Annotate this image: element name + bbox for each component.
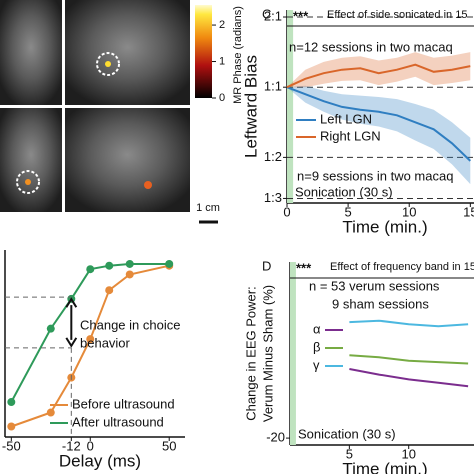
data-point <box>125 270 134 279</box>
x-tick-label: 50 <box>162 438 176 453</box>
series-note: n=12 sessions in two macaq <box>289 39 453 54</box>
data-point <box>125 259 134 268</box>
effect-title: Effect of side sonicated in 15 <box>327 9 467 21</box>
x-tick-label: -50 <box>2 438 21 453</box>
y-tick-label: 1:2 <box>264 149 282 164</box>
sonication-band <box>287 10 294 203</box>
sonication-label: Sonication (30 s) <box>298 426 396 441</box>
series-line <box>349 319 469 328</box>
panel-label: D <box>262 258 271 273</box>
series-line <box>286 63 471 89</box>
session-note: n = 53 verum sessions <box>309 278 440 293</box>
panel-label: C <box>262 6 271 21</box>
series-line <box>349 354 469 365</box>
data-point <box>86 335 95 344</box>
data-point <box>105 261 114 270</box>
x-axis-label: Delay (ms) <box>59 451 141 470</box>
x-tick-label: 5 <box>346 446 353 461</box>
x-tick-label: 0 <box>87 438 94 453</box>
y-tick-label: 2:1 <box>264 8 282 23</box>
legend-label: After ultrasound <box>72 414 164 429</box>
x-tick-label: 10 <box>402 204 416 219</box>
session-note: 9 sham sessions <box>332 296 429 311</box>
series-note: n=9 sessions in two macaq <box>297 168 453 183</box>
series-line <box>349 368 469 388</box>
significance: *** <box>296 260 312 275</box>
sonication-label: Sonication (30 s) <box>295 184 393 199</box>
x-tick-label: 5 <box>344 204 351 219</box>
series-line <box>286 86 471 162</box>
x-axis-label: Time (min.) <box>342 459 427 474</box>
significance: *** <box>293 8 309 23</box>
colorbar-tick-label: 2 <box>219 19 225 31</box>
x-tick-label: 0 <box>283 204 290 219</box>
series-line <box>10 263 170 403</box>
data-point <box>165 259 174 268</box>
scale-bar-label: 1 cm <box>196 202 220 214</box>
data-point <box>46 408 55 417</box>
y-axis-label: Leftward Bias <box>241 55 260 158</box>
sonication-band <box>290 262 296 445</box>
y-tick-label: 1:3 <box>264 190 282 205</box>
y-tick-label: -20 <box>266 430 285 445</box>
confidence-band <box>287 52 471 88</box>
colorbar-tick-label: 1 <box>219 55 225 67</box>
legend-label: β <box>313 339 320 354</box>
data-point <box>105 286 114 295</box>
colorbar-tick-label: 0 <box>219 92 225 104</box>
legend-label: Right LGN <box>320 128 381 143</box>
annotation: Change in choice <box>80 317 180 332</box>
data-point <box>7 422 16 431</box>
y-axis-label: Change in EEG Power: <box>243 286 258 420</box>
data-point <box>46 324 55 333</box>
double-arrow <box>65 297 78 348</box>
data-point <box>7 398 16 407</box>
mri-images <box>0 0 218 224</box>
legend-label: γ <box>313 357 320 372</box>
y-axis-label: Verum Minus Sham (%) <box>260 285 275 422</box>
x-tick-label: -12 <box>62 438 81 453</box>
x-tick-label: 15 <box>463 204 474 219</box>
annotation: behavior <box>80 335 131 350</box>
x-tick-label: 10 <box>401 446 415 461</box>
x-axis-label: Time (min.) <box>342 217 427 236</box>
y-tick-label: 1:1 <box>264 79 282 94</box>
legend-label: Before ultrasound <box>72 396 175 411</box>
colorbar-label: MR Phase (radians) <box>232 6 244 104</box>
confidence-band <box>287 85 471 185</box>
effect-title: Effect of frequency band in 15 <box>330 261 474 273</box>
legend-label: Left LGN <box>320 111 372 126</box>
legend-label: α <box>313 321 321 336</box>
data-point <box>86 265 95 274</box>
